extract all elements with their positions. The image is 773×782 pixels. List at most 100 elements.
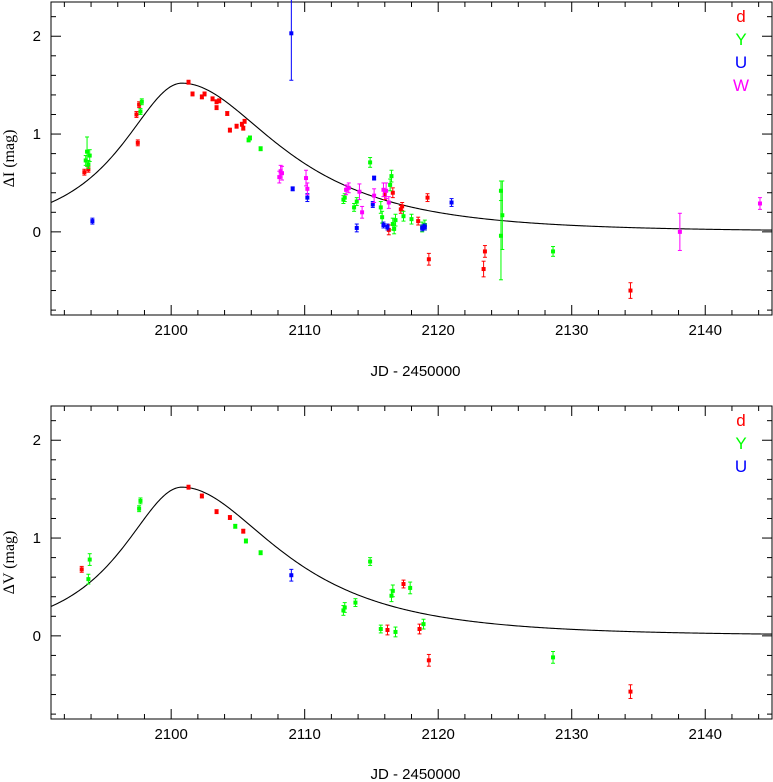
x-tick-label: 2130: [555, 726, 588, 743]
plot-frame: [50, 405, 773, 720]
x-tick-label: 2120: [422, 322, 455, 339]
data-point-Y: [368, 160, 373, 165]
data-point-Y: [341, 608, 346, 613]
legend-entry-U: U: [735, 457, 747, 476]
data-point-U: [305, 195, 310, 200]
data-point-Y: [247, 135, 252, 140]
data-point-U: [289, 573, 294, 578]
x-tick-label: 2140: [689, 726, 722, 743]
data-point-d: [417, 627, 422, 632]
x-tick-label: 2140: [689, 322, 722, 339]
data-point-d: [242, 119, 247, 124]
data-point-Y: [342, 605, 347, 610]
data-point-W: [279, 171, 284, 176]
model-curve: [50, 486, 773, 635]
plot-frame: [50, 1, 773, 316]
data-point-Y: [87, 153, 92, 158]
data-point-d: [186, 80, 191, 85]
data-point-Y: [137, 506, 142, 511]
model-curve: [50, 82, 773, 231]
data-point-d: [390, 190, 395, 195]
data-point-Y: [342, 195, 347, 200]
data-point-U: [385, 224, 390, 229]
data-point-Y: [86, 577, 91, 582]
panel-bottom-delta-v: 2100 2110 2120 2130 2140 0 1 2 JD - 2450000 ΔV (m…: [1, 405, 773, 782]
data-point-Y: [409, 217, 414, 222]
data-point-d: [239, 122, 244, 127]
data-point-Y: [87, 557, 92, 562]
data-point-d: [79, 567, 84, 572]
x-tick-label: 2100: [154, 322, 187, 339]
data-point-U: [422, 224, 427, 229]
data-point-d: [426, 658, 431, 663]
data-point-d: [217, 98, 222, 103]
data-point-d: [241, 126, 246, 131]
data-point-U: [372, 176, 377, 181]
legend-entry-U: U: [735, 53, 747, 72]
data-point-W: [360, 210, 365, 215]
data-point-d: [482, 249, 487, 254]
legend-entry-Y: Y: [735, 30, 746, 49]
data-point-Y: [389, 174, 394, 179]
data-point-W: [346, 185, 351, 190]
y-tick-label: 2: [33, 28, 41, 45]
data-point-d: [214, 105, 219, 110]
data-point-Y: [500, 213, 505, 218]
data-point-d: [214, 509, 219, 514]
data-point-Y: [421, 622, 426, 627]
x-axis-label: JD - 2450000: [370, 363, 460, 380]
data-point-d: [214, 99, 219, 104]
data-point-Y: [498, 188, 503, 193]
data-point-Y: [86, 162, 91, 167]
data-point-W: [372, 193, 377, 198]
data-point-U: [381, 223, 386, 228]
y-tick-label: 2: [33, 432, 41, 449]
data-point-d: [416, 219, 421, 224]
data-point-Y: [551, 249, 556, 254]
data-point-Y: [83, 158, 88, 163]
x-tick-label: 2120: [422, 726, 455, 743]
data-point-d: [82, 170, 87, 175]
data-point-d: [382, 192, 387, 197]
data-point-d: [628, 288, 633, 293]
y-tick-label: 1: [33, 530, 41, 547]
data-point-Y: [401, 214, 406, 219]
data-point-d: [234, 124, 239, 129]
data-point-Y: [353, 600, 358, 605]
data-point-d: [190, 91, 195, 96]
data-point-d: [202, 91, 207, 96]
data-point-d: [199, 94, 204, 99]
data-point-Y: [138, 498, 143, 503]
data-point-d: [225, 111, 230, 116]
data-point-d: [186, 485, 191, 490]
data-point-Y: [378, 205, 383, 210]
data-point-d: [481, 267, 486, 272]
x-tick-label: 2100: [154, 726, 187, 743]
data-point-Y: [139, 99, 144, 104]
data-point-d: [199, 493, 204, 498]
y-tick-label: 1: [33, 126, 41, 143]
data-point-Y: [368, 559, 373, 564]
data-point-Y: [390, 588, 395, 593]
data-point-U: [289, 31, 294, 36]
legend-entry-W: W: [733, 76, 749, 95]
x-axis-label: JD - 2450000: [370, 766, 460, 782]
data-point-Y: [243, 538, 248, 543]
data-point-d: [134, 112, 139, 117]
data-point-d: [135, 140, 140, 145]
data-point-W: [357, 189, 362, 194]
data-point-d: [400, 204, 405, 209]
data-point-Y: [498, 233, 503, 238]
legend-entry-Y: Y: [735, 434, 746, 453]
legend-entry-d: d: [736, 411, 745, 430]
x-tick-label: 2110: [289, 322, 321, 339]
data-point-d: [426, 257, 431, 262]
data-point-d: [210, 96, 215, 101]
data-point-Y: [380, 215, 385, 220]
data-point-U: [420, 225, 425, 230]
y-axis-label: ΔI (mag): [1, 130, 18, 188]
data-point-Y: [388, 182, 393, 187]
data-point-Y: [551, 655, 556, 660]
data-point-Y: [138, 109, 143, 114]
data-point-U: [370, 202, 375, 207]
